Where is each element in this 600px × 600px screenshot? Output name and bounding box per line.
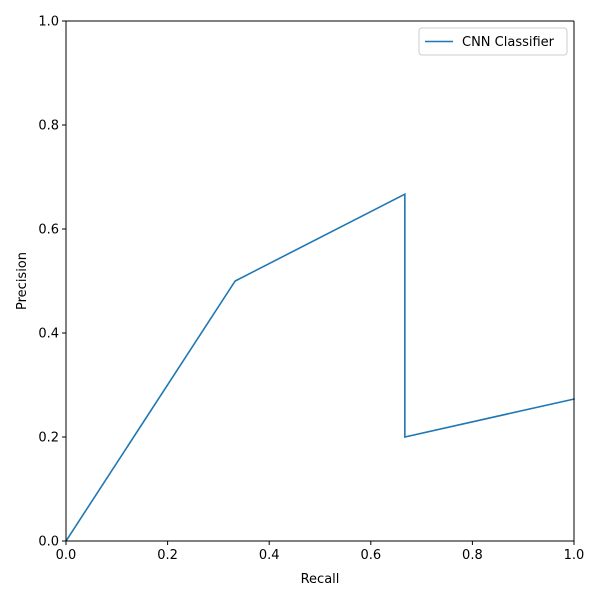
x-tick-label: 0.2 <box>157 548 178 563</box>
y-tick-label: 0.6 <box>38 223 59 238</box>
x-tick-label: 0.0 <box>56 548 77 563</box>
y-tick-label: 0.4 <box>38 327 59 342</box>
x-tick-label: 0.8 <box>462 548 483 563</box>
y-tick-label: 0.0 <box>38 535 59 550</box>
legend-label-0: CNN Classifier <box>462 35 555 50</box>
x-tick-label: 0.4 <box>259 548 280 563</box>
y-tick-label: 1.0 <box>38 15 59 30</box>
legend-box <box>418 27 568 56</box>
legend: CNN Classifier <box>418 27 568 56</box>
series-line-0 <box>64 192 575 543</box>
x-tick-label: 0.6 <box>360 548 381 563</box>
y-tick-label: 0.2 <box>38 431 59 446</box>
axes-background <box>66 21 574 541</box>
x-axis-label: Recall <box>301 572 340 587</box>
axis-ticks: 0.0 0.2 0.4 0.6 0.8 1.0 0.0 0.2 0.4 0.6 0.8 1.0 <box>38 15 584 564</box>
plot-area <box>64 20 575 543</box>
y-tick-label: 0.8 <box>38 119 59 134</box>
x-tick-label: 1.0 <box>564 548 585 563</box>
y-axis-label: Precision <box>15 252 30 310</box>
